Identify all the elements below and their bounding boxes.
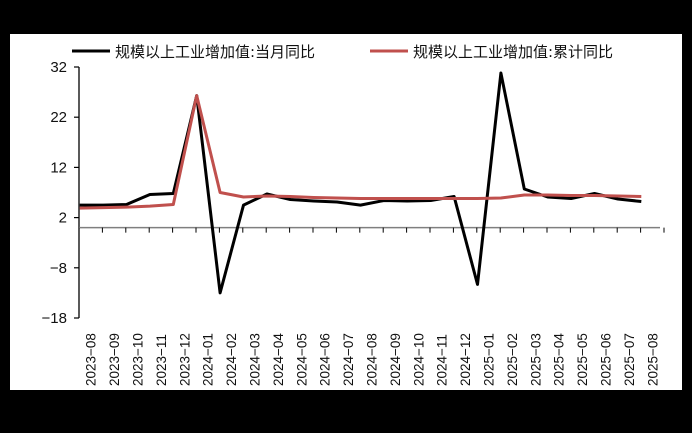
x-tick-label: 2025−05 bbox=[575, 333, 590, 386]
x-tick-label: 2024−05 bbox=[294, 333, 309, 386]
x-tick-label: 2025−01 bbox=[482, 333, 497, 386]
legend-label: 规模以上工业增加值:当月同比 bbox=[115, 43, 315, 61]
series-monthly-yoy-line bbox=[79, 71, 642, 295]
y-tick-label: −8 bbox=[50, 260, 67, 277]
x-tick-label: 2024−02 bbox=[224, 333, 239, 386]
x-tick-label: 2023−09 bbox=[107, 333, 122, 386]
x-tick-label: 2024−09 bbox=[388, 333, 403, 386]
y-tick-label: 12 bbox=[50, 159, 67, 176]
x-tick-label: 2024−06 bbox=[318, 333, 333, 386]
x-tick-label: 2024−08 bbox=[365, 333, 380, 386]
series-lines bbox=[79, 71, 642, 295]
x-tick-label: 2025−03 bbox=[528, 333, 543, 386]
x-tick-label: 2024−11 bbox=[435, 334, 450, 386]
x-tick-label: 2023−12 bbox=[177, 333, 192, 386]
chart-canvas bbox=[10, 34, 682, 390]
x-tick-label: 2023−10 bbox=[131, 333, 146, 386]
x-tick-label: 2024−10 bbox=[411, 333, 426, 386]
y-tick-label: −18 bbox=[42, 310, 67, 327]
x-tick-label: 2024−03 bbox=[248, 333, 263, 386]
x-tick-label: 2024−12 bbox=[458, 333, 473, 386]
x-tick-label: 2025−04 bbox=[552, 333, 567, 386]
x-tick-label: 2024−07 bbox=[341, 333, 356, 386]
x-tick-label: 2025−07 bbox=[622, 333, 637, 386]
x-axis: 2023−08 2023−09 2023−10 2023−11 2023−12 2024−… bbox=[78, 226, 665, 386]
y-axis: −18 −8 2 12 22 32 bbox=[42, 59, 80, 327]
x-tick-label: 2025−06 bbox=[599, 333, 614, 386]
y-tick-label: 2 bbox=[59, 210, 67, 227]
x-tick-label: 2023−08 bbox=[84, 333, 99, 386]
y-tick-label: 32 bbox=[50, 59, 67, 76]
chart-legend: 规模以上工业增加值:当月同比 规模以上工业增加值:累计同比 bbox=[72, 43, 613, 61]
x-tick-label: 2023−11 bbox=[154, 334, 169, 386]
x-tick-label: 2025−08 bbox=[645, 333, 660, 386]
x-tick-label: 2024−01 bbox=[201, 333, 216, 386]
legend-label: 规模以上工业增加值:累计同比 bbox=[413, 43, 613, 61]
x-tick-label: 2024−04 bbox=[271, 333, 286, 386]
series-cumulative-yoy-line bbox=[79, 94, 642, 210]
x-tick-label: 2025−02 bbox=[505, 333, 520, 386]
y-tick-label: 22 bbox=[50, 109, 67, 126]
